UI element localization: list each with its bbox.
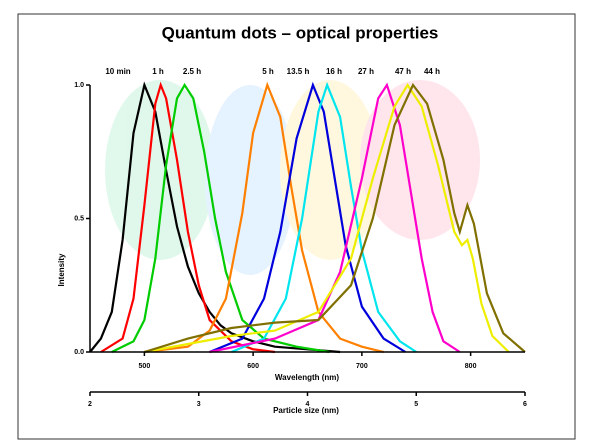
x-tick-label: 600: [247, 363, 259, 370]
x2-tick-label: 6: [523, 401, 527, 408]
x2-tick-label: 5: [414, 401, 418, 408]
x2-tick-label: 4: [306, 401, 310, 408]
series-label: 16 h: [326, 67, 342, 76]
series-line: [144, 82, 510, 354]
series-label: 47 h: [395, 67, 411, 76]
chart-title: Quantum dots – optical properties: [162, 23, 439, 42]
x2-axis-label: Particle size (nm): [273, 406, 339, 415]
series-label: 44 h: [424, 67, 440, 76]
slide-border: [17, 13, 576, 440]
x-tick-label: 500: [139, 363, 151, 370]
series-line: [230, 81, 417, 354]
y-axis-label: Intensity: [57, 253, 66, 286]
series-label: 10 min: [105, 67, 130, 76]
series-line: [209, 81, 406, 354]
x2-tick-label: 3: [197, 401, 201, 408]
series-label: 5 h: [262, 67, 274, 76]
x-axis-label: Wavelength (nm): [275, 373, 339, 382]
y-tick-label: 0.5: [74, 215, 84, 222]
y-tick-label: 0.0: [74, 349, 84, 356]
x-tick-label: 800: [465, 363, 477, 370]
y-tick-label: 1.0: [74, 82, 84, 89]
series-label: 1 h: [152, 67, 164, 76]
series-label: 2.5 h: [183, 67, 201, 76]
series-label: 27 h: [358, 67, 374, 76]
x2-tick-label: 2: [88, 401, 92, 408]
x-tick-label: 700: [356, 363, 368, 370]
series-line: [144, 82, 526, 354]
series-label: 13.5 h: [287, 67, 310, 76]
series-line: [144, 81, 384, 354]
